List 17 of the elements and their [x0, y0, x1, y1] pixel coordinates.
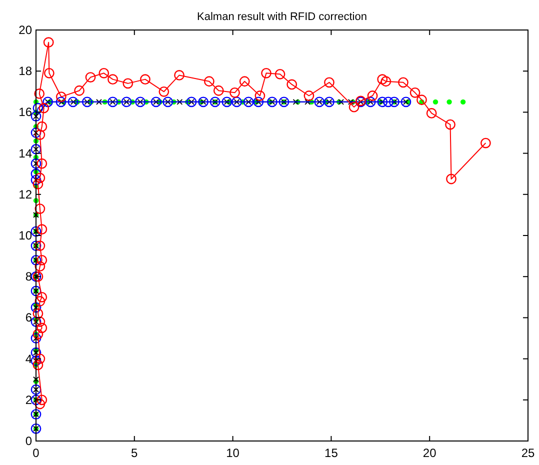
y-tick-label: 2	[25, 392, 32, 407]
y-tick-label: 14	[18, 146, 32, 160]
y-tick-label: 20	[18, 23, 32, 37]
y-tick-label: 4	[25, 352, 32, 366]
x-tick-label: 25	[521, 446, 535, 460]
x-tick-label: 5	[131, 446, 138, 460]
y-tick-label: 8	[25, 270, 32, 284]
y-tick-label: 18	[18, 64, 32, 78]
y-tick-label: 16	[18, 105, 32, 120]
x-tick-label: 20	[422, 446, 437, 460]
x-tick-label: 10	[226, 446, 240, 460]
x-tick-label: 15	[324, 446, 338, 460]
chart-title: Kalman result with RFID correction	[197, 11, 367, 23]
y-tick-label: 6	[25, 310, 32, 325]
y-tick-label: 12	[18, 187, 32, 202]
y-tick-label: 10	[18, 228, 32, 242]
y-tick-label: 0	[25, 434, 32, 448]
